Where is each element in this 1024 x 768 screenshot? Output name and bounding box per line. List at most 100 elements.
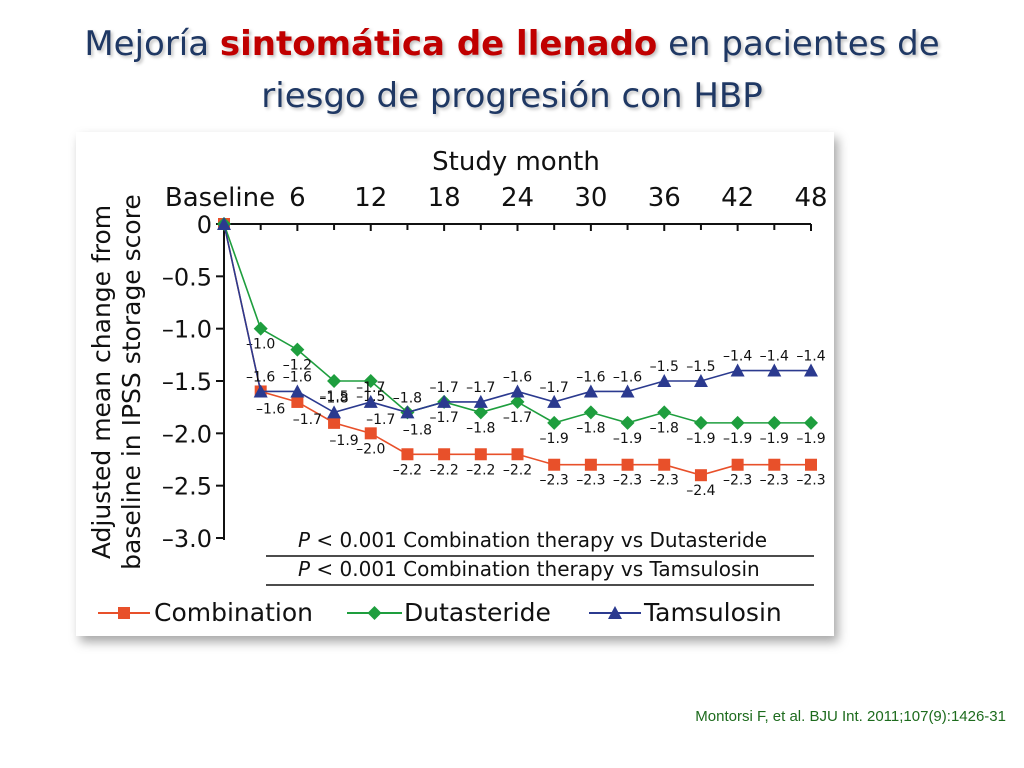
dutasteride-data-label: –1.9 [540,431,569,447]
y-axis-title-line1: Adjusted mean change from [87,205,116,559]
tamsulosin-point [290,384,305,398]
tamsulosin-point [363,394,378,408]
slide-title: Mejoría sintomática de llenado en pacien… [0,18,1024,122]
tamsulosin-data-label: –1.7 [429,380,458,396]
combination-data-label: –2.0 [356,441,385,457]
legend-marker-tamsulosin [608,606,622,619]
y-axis-title-line2: baseline in IPSS storage score [117,194,146,570]
dutasteride-point [290,342,305,357]
x-tick-label: 18 [428,183,461,213]
y-tick-label: –1.0 [162,316,212,344]
tamsulosin-data-label: –1.6 [246,369,275,385]
x-tick-label: 24 [501,183,534,213]
combination-point [621,458,634,471]
dutasteride-data-label: –1.9 [796,431,825,447]
tamsulosin-point [510,384,525,398]
data-label: –1.7 [293,412,322,428]
tamsulosin-point [657,374,672,387]
dutasteride-data-label: –1.8 [650,420,679,436]
combination-point [401,448,414,461]
combination-data-label: –2.2 [393,462,422,478]
tamsulosin-data-label: –1.4 [796,349,825,365]
y-tick-label: 0 [197,211,212,239]
x-tick-label: 12 [354,183,387,213]
p-value-annotation: P < 0.001 Combination therapy vs Dutaste… [298,528,767,552]
x-axis-title: Study month [432,147,600,177]
combination-point [805,458,817,471]
tamsulosin-point [437,394,452,408]
tamsulosin-point [804,363,818,377]
y-tick-label: –3.0 [162,525,212,553]
tamsulosin-data-label: –1.6 [503,369,532,385]
dutasteride-point [473,405,488,420]
title-highlight: sintomática de llenado [219,24,658,64]
combination-data-label: –2.2 [503,462,532,478]
combination-point [658,458,671,471]
tamsulosin-data-label: –1.5 [650,359,679,375]
combination-point [694,469,707,482]
dutasteride-data-label: –1.7 [429,410,458,426]
tamsulosin-point [620,384,635,398]
tamsulosin-data-label: –1.7 [466,380,495,396]
dutasteride-point [804,415,818,430]
tamsulosin-point [693,374,708,387]
combination-data-label: –2.2 [466,462,495,478]
legend-label-tamsulosin: Tamsulosin [643,598,782,627]
dutasteride-point [693,415,708,430]
x-tick-label: 30 [574,183,607,213]
tamsulosin-data-label: –1.4 [723,349,752,365]
legend-label-combination: Combination [154,598,313,627]
combination-point [768,458,781,471]
tamsulosin-point [253,384,268,398]
dutasteride-data-label: –1.7 [503,410,532,426]
data-label: –1.7 [366,412,395,428]
dutasteride-data-label: –1.5 [319,389,348,405]
tamsulosin-data-label: –1.8 [319,390,348,406]
tamsulosin-data-label: –1.4 [760,349,789,365]
legend-marker-dutasteride [367,606,382,620]
tamsulosin-data-label: –1.8 [393,390,422,406]
combination-point [731,458,744,471]
legend-marker-combination [118,607,130,619]
line-chart: Study month Baseline 6 12 18 24 30 36 42 48 0 –0.5 –… [87,147,828,627]
tamsulosin-point [730,363,745,377]
dutasteride-point [363,374,378,388]
tamsulosin-data-label: –1.7 [356,380,385,396]
citation: Montorsi F, et al. BJU Int. 2011;107(9):… [695,708,1006,725]
data-label: –1.8 [403,422,432,438]
dutasteride-point [767,415,782,430]
dutasteride-point [547,415,562,430]
dutasteride-data-label: –1.8 [466,420,495,436]
combination-data-label: –2.4 [686,483,715,499]
x-tick-label: Baseline [165,183,275,213]
combination-point [584,458,597,471]
title-line2: riesgo de progresión con HBP [261,76,763,116]
combination-data-label: –2.3 [613,473,642,489]
tamsulosin-data-label: –1.7 [540,380,569,396]
combination-point [364,427,377,440]
data-label: –1.9 [329,433,358,449]
combination-point [328,416,341,429]
dutasteride-point [620,415,635,430]
tamsulosin-point [473,394,488,408]
y-tick-label: –1.5 [162,368,212,396]
tamsulosin-point [583,384,598,398]
dutasteride-data-label: –1.9 [686,431,715,447]
combination-data-label: –2.3 [723,473,752,489]
title-part1: Mejoría [84,24,220,64]
x-tick-label: 48 [794,183,827,213]
combination-point [511,448,524,461]
p-value-annotation: P < 0.001 Combination therapy vs Tamsulo… [298,557,760,581]
tamsulosin-point [547,394,562,408]
dutasteride-point [583,405,598,420]
dutasteride-point [510,394,525,409]
tamsulosin-point [767,363,782,377]
combination-data-label: –2.3 [796,473,825,489]
x-tick-label: 6 [289,183,306,213]
combination-point [291,395,304,408]
dutasteride-data-label: –1.0 [246,337,275,353]
y-tick-label: –0.5 [162,263,212,291]
tamsulosin-data-label: –1.6 [613,369,642,385]
x-tick-label: 42 [721,183,754,213]
tamsulosin-data-label: –1.6 [283,369,312,385]
